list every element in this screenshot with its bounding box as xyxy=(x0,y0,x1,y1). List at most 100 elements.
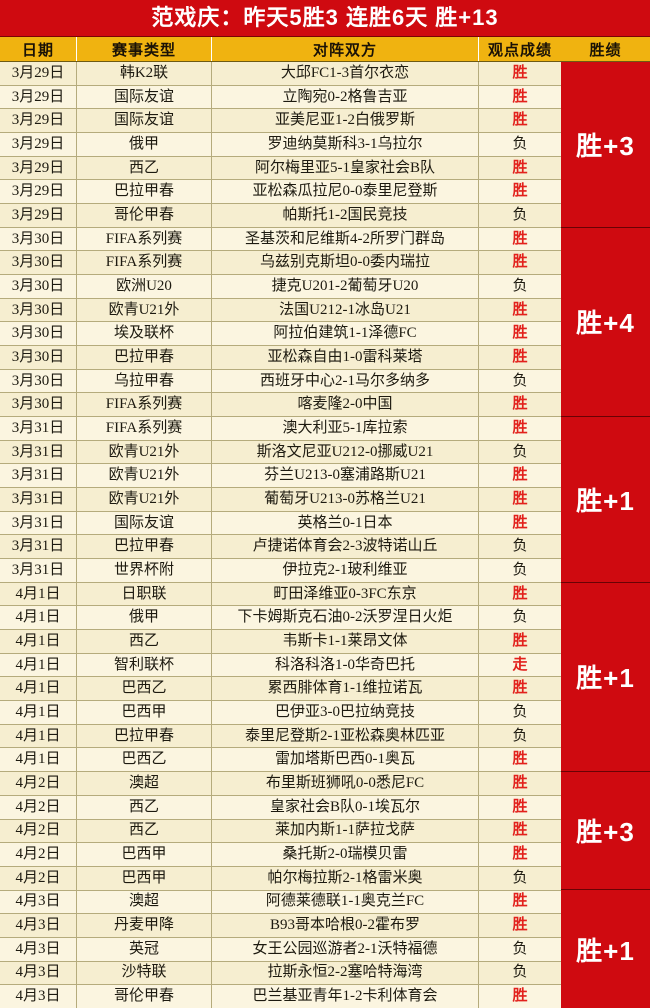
cell-match: 芬兰U213-0塞浦路斯U21 xyxy=(212,464,479,488)
cell-match: B93哥本哈根0-2霍布罗 xyxy=(212,914,479,937)
cell-match: 皇家社会B队0-1埃瓦尔 xyxy=(212,795,479,819)
cell-date: 3月31日 xyxy=(0,464,77,488)
table-row: 3月29日 国际友谊 立陶宛0-2格鲁吉亚 胜 xyxy=(0,85,561,110)
cell-date: 4月1日 xyxy=(0,606,77,630)
table-row: 3月31日 世界杯附 伊拉克2-1玻利维亚 负 xyxy=(0,559,561,583)
streak-badge: 胜+1 xyxy=(561,416,650,583)
cell-date: 3月30日 xyxy=(0,393,77,417)
cell-result: 胜 xyxy=(512,893,528,910)
cell-match: 圣基茨和尼维斯4-2所罗门群岛 xyxy=(212,227,479,251)
cell-result: 走 xyxy=(512,656,528,673)
cell-match: 卢捷诺体育会2-3波特诺山丘 xyxy=(212,535,479,559)
cell-result: 胜 xyxy=(512,254,528,271)
table-row: 3月31日 国际友谊 英格兰0-1日本 胜 xyxy=(0,511,561,536)
cell-result: 负 xyxy=(512,703,528,720)
cell-league: FIFA系列赛 xyxy=(77,417,212,440)
cell-league: 巴西乙 xyxy=(77,748,212,772)
cell-match: 韦斯卡1-1莱昂文体 xyxy=(212,630,479,653)
cell-league: 乌拉甲春 xyxy=(77,369,212,393)
table-row: 3月29日 韩K2联 大邱FC1-3首尔衣恋 胜 xyxy=(0,62,561,86)
cell-match: 法国U212-1冰岛U21 xyxy=(212,298,479,322)
cell-match: 西班牙中心2-1马尔多纳多 xyxy=(212,369,479,393)
cell-league: 巴西甲 xyxy=(77,701,212,724)
cell-result: 胜 xyxy=(512,798,528,815)
cell-date: 4月2日 xyxy=(0,843,77,866)
table-row: 4月2日 西乙 皇家社会B队0-1埃瓦尔 胜 xyxy=(0,795,561,820)
cell-result: 胜 xyxy=(512,490,528,507)
cell-match: 泰里尼登斯2-1亚松森奥林匹亚 xyxy=(212,724,479,748)
table-row: 3月30日 欧洲U20 捷克U201-2葡萄牙U20 负 xyxy=(0,275,561,299)
cell-result: 负 xyxy=(512,538,528,555)
cell-date: 4月2日 xyxy=(0,866,77,890)
cell-match: 帕斯托1-2国民竞技 xyxy=(212,204,479,227)
cell-result: 负 xyxy=(512,277,528,294)
cell-result: 负 xyxy=(512,135,528,152)
cell-league: 欧洲U20 xyxy=(77,275,212,298)
cell-league: 欧青U21外 xyxy=(77,440,212,464)
streak-blocks: 胜+3 胜+4 胜+1 胜+1 胜+3 胜+1 xyxy=(561,62,650,1008)
cell-date: 4月1日 xyxy=(0,653,77,677)
table-row: 4月3日 沙特联 拉斯永恒2-2塞哈特海湾 负 xyxy=(0,961,561,986)
cell-league: 智利联杯 xyxy=(77,653,212,677)
cell-match: 拉斯永恒2-2塞哈特海湾 xyxy=(212,961,479,985)
table-row: 4月1日 俄甲 下卡姆斯克石油0-2沃罗涅日火炬 负 xyxy=(0,606,561,631)
cell-league: 国际友谊 xyxy=(77,511,212,535)
cell-result: 负 xyxy=(512,561,528,578)
cell-result: 胜 xyxy=(512,467,528,484)
cell-league: 巴西甲 xyxy=(77,866,212,890)
cell-date: 3月31日 xyxy=(0,440,77,464)
cell-result: 负 xyxy=(512,869,528,886)
cell-date: 4月1日 xyxy=(0,724,77,748)
table-row: 4月1日 智利联杯 科洛科洛1-0华奇巴托 走 xyxy=(0,653,561,678)
table-row: 4月1日 巴西甲 巴伊亚3-0巴拉纳竞技 负 xyxy=(0,701,561,725)
table-row: 4月3日 英冠 女王公园巡游者2-1沃特福德 负 xyxy=(0,937,561,962)
cell-league: 世界杯附 xyxy=(77,559,212,582)
cell-match: 町田泽维亚0-3FC东京 xyxy=(212,582,479,606)
cell-result: 胜 xyxy=(512,325,528,342)
cell-match: 帕尔梅拉斯2-1格雷米奥 xyxy=(212,866,479,890)
cell-date: 4月2日 xyxy=(0,772,77,795)
cell-date: 3月31日 xyxy=(0,511,77,535)
cell-result: 负 xyxy=(512,727,528,744)
table-row: 3月30日 欧青U21外 法国U212-1冰岛U21 胜 xyxy=(0,298,561,323)
cell-match: 巴兰基亚青年1-2卡利体育会 xyxy=(212,985,479,1008)
table-row: 3月30日 埃及联杯 阿拉伯建筑1-1泽德FC 胜 xyxy=(0,322,561,347)
table-row: 4月3日 哥伦甲春 巴兰基亚青年1-2卡利体育会 胜 xyxy=(0,985,561,1008)
table-row: 3月29日 俄甲 罗迪纳莫斯科3-1乌拉尔 负 xyxy=(0,133,561,157)
cell-result: 胜 xyxy=(512,88,528,105)
cell-league: 韩K2联 xyxy=(77,62,212,85)
table-row: 4月2日 巴西甲 桑托斯2-0瑞模贝雷 胜 xyxy=(0,843,561,867)
cell-date: 3月30日 xyxy=(0,298,77,322)
cell-match: 累西腓体育1-1维拉诺瓦 xyxy=(212,677,479,701)
cell-date: 4月3日 xyxy=(0,890,77,914)
streak-badge: 胜+3 xyxy=(561,62,650,228)
cell-league: 巴西甲 xyxy=(77,843,212,866)
cell-league: 国际友谊 xyxy=(77,85,212,109)
cell-result: 胜 xyxy=(512,917,528,934)
cell-match: 立陶宛0-2格鲁吉亚 xyxy=(212,85,479,109)
cell-league: 国际友谊 xyxy=(77,109,212,133)
cell-date: 3月30日 xyxy=(0,322,77,346)
cell-league: 西乙 xyxy=(77,630,212,653)
cell-match: 布里斯班狮吼0-0悉尼FC xyxy=(212,772,479,795)
streak-badge: 胜+1 xyxy=(561,582,650,772)
cell-league: 欧青U21外 xyxy=(77,298,212,322)
cell-league: 英冠 xyxy=(77,937,212,961)
streak-badge: 胜+4 xyxy=(561,227,650,417)
column-header-match: 对阵双方 xyxy=(212,37,479,61)
table-row: 3月30日 乌拉甲春 西班牙中心2-1马尔多纳多 负 xyxy=(0,369,561,394)
cell-result: 负 xyxy=(512,964,528,981)
cell-match: 捷克U201-2葡萄牙U20 xyxy=(212,275,479,298)
streak-column: 胜绩 胜+3 胜+4 胜+1 胜+1 胜+3 胜+1 xyxy=(561,37,650,1008)
cell-result: 胜 xyxy=(512,846,528,862)
table-row: 3月31日 欧青U21外 葡萄牙U213-0苏格兰U21 胜 xyxy=(0,488,561,512)
cell-date: 3月30日 xyxy=(0,369,77,393)
cell-result: 胜 xyxy=(512,301,528,318)
cell-match: 罗迪纳莫斯科3-1乌拉尔 xyxy=(212,133,479,156)
cell-date: 3月29日 xyxy=(0,204,77,227)
cell-match: 亚美尼亚1-2白俄罗斯 xyxy=(212,109,479,133)
cell-date: 3月29日 xyxy=(0,109,77,133)
main-columns: 日期 赛事类型 对阵双方 观点成绩 3月29日 韩K2联 大邱FC1-3首尔衣恋胜 3… xyxy=(0,37,561,1008)
cell-match: 桑托斯2-0瑞模贝雷 xyxy=(212,843,479,866)
cell-league: 巴拉甲春 xyxy=(77,180,212,204)
